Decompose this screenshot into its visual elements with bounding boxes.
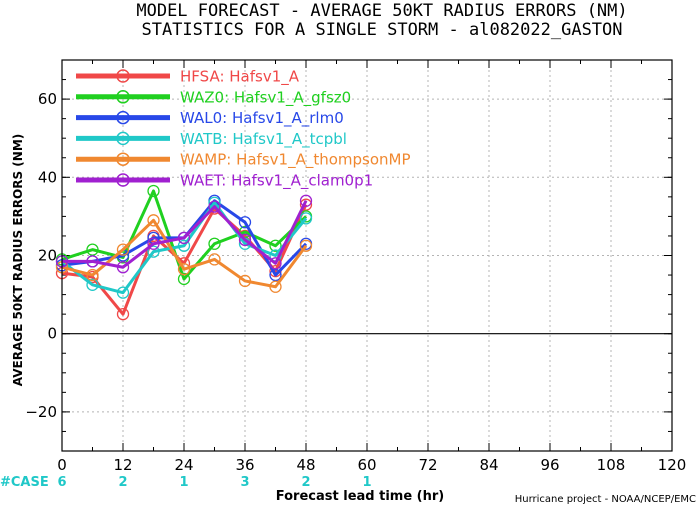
series-line [62, 200, 308, 269]
data-point [147, 245, 160, 258]
x-axis-label: Forecast lead time (hr) [276, 489, 444, 504]
legend-entry: WAL0: Hafsv1_A_rlm0 [180, 109, 344, 128]
x-tick-label: 84 [479, 456, 498, 474]
data-point [147, 237, 160, 250]
data-point [238, 216, 252, 229]
case-count: 1 [179, 475, 188, 490]
data-point [116, 286, 130, 299]
case-count: 2 [301, 475, 310, 490]
case-count: 1 [362, 475, 371, 490]
y-axis-label: AVERAGE 50KT RADIUS ERRORS (NM) [11, 134, 25, 386]
data-point [299, 239, 313, 252]
legend-swatch-marker [116, 173, 130, 187]
credit-text: Hurricane project - NOAA/NCEP/EMC [515, 494, 696, 505]
y-tick-label: 20 [38, 247, 57, 265]
data-point [147, 214, 160, 227]
x-tick-label: 36 [235, 456, 254, 474]
data-point [299, 194, 313, 207]
legend-entry: WAMP: Hafsv1_A_thompsonMP [180, 151, 411, 170]
series-line [61, 201, 308, 295]
x-tick-label: 12 [113, 456, 132, 474]
data-point [299, 198, 313, 211]
series-group [55, 196, 313, 299]
legend-entry: WATB: Hafsv1_A_tcpbl [180, 130, 347, 149]
y-axis-ticks: −20 0 20 40 60 [25, 59, 672, 452]
legend-swatch-marker [116, 90, 130, 104]
case-counts: 6 2 1 3 2 1 [57, 475, 371, 490]
data-point [269, 239, 282, 252]
chart-title: MODEL FORECAST - AVERAGE 50KT RADIUS ERR… [136, 1, 627, 21]
case-count: 6 [57, 475, 66, 490]
series-line [61, 218, 308, 289]
legend-swatch-marker [116, 131, 130, 146]
x-tick-label: 72 [418, 456, 437, 474]
legend-swatch-marker [116, 69, 130, 83]
data-point [86, 268, 99, 282]
data-point [177, 239, 191, 252]
data-point [116, 243, 130, 256]
plot-frame [61, 59, 673, 452]
series-line [61, 189, 308, 281]
x-tick-label: 120 [658, 456, 687, 474]
data-point [299, 212, 313, 225]
cases-label: #CASE [0, 475, 49, 490]
x-tick-label: 96 [540, 456, 559, 474]
x-tick-label: 0 [57, 456, 67, 474]
legend-entry: WAET: Hafsv1_A_clam0p1 [180, 172, 373, 191]
y-tick-label: 40 [38, 168, 57, 186]
series-group [55, 194, 313, 274]
data-point [86, 243, 99, 256]
data-point [86, 255, 99, 268]
data-point [177, 263, 191, 276]
x-tick-label: 60 [357, 456, 376, 474]
data-point [86, 278, 99, 291]
data-point [269, 257, 282, 270]
data-point [269, 268, 282, 282]
data-point [208, 253, 221, 266]
data-point [177, 231, 191, 245]
data-point [177, 272, 191, 286]
data-point [147, 184, 160, 198]
chart-subtitle: STATISTICS FOR A SINGLE STORM - al082022… [141, 20, 622, 40]
data-point [116, 261, 130, 274]
legend-swatch-marker [116, 110, 130, 125]
legend-entry: WAZ0: Hafsv1_A_gfsz0 [180, 88, 351, 107]
y-tick-label: −20 [25, 403, 57, 421]
data-point [269, 280, 282, 293]
x-tick-label: 24 [174, 456, 193, 474]
y-tick-label: 60 [38, 90, 57, 108]
data-point [208, 200, 221, 213]
case-count: 3 [240, 475, 249, 490]
x-tick-label: 108 [597, 456, 626, 474]
x-axis-ticks: 0 12 24 36 48 60 72 84 96 108 120 [57, 60, 686, 474]
data-point [238, 233, 252, 247]
y-tick-label: 0 [47, 325, 57, 343]
case-count: 2 [118, 475, 127, 490]
data-point [208, 237, 221, 250]
legend-entry: HFSA: Hafsv1_A [180, 68, 300, 87]
data-point [116, 307, 130, 321]
data-point [238, 274, 252, 288]
x-tick-label: 48 [296, 456, 315, 474]
legend-swatch-marker [116, 152, 130, 166]
